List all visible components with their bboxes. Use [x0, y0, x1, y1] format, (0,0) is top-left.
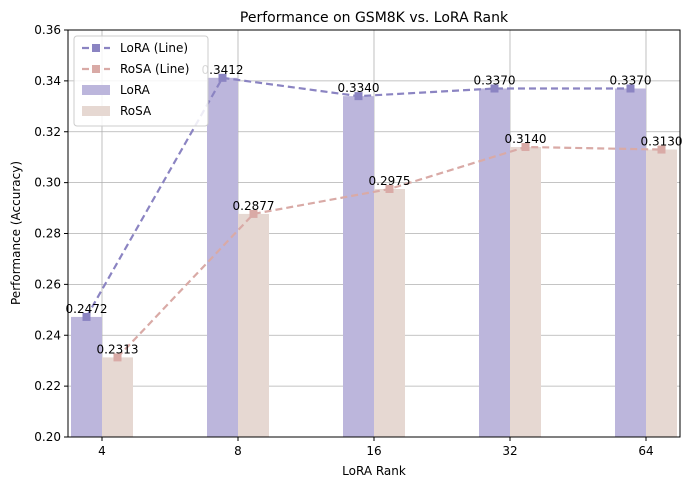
- data-label-rosa: 0.2975: [369, 174, 411, 188]
- bar-rosa: [510, 147, 541, 437]
- legend-box: [73, 35, 209, 127]
- x-ticks: 4 8 16 32 64: [98, 437, 654, 458]
- data-labels: 0.2472 0.3412 0.3340 0.3370 0.3370 0.2313 0.28…: [66, 63, 683, 357]
- y-tick-label: 0.20: [34, 430, 61, 444]
- marker-rosa: [657, 145, 666, 154]
- bar-lora: [479, 88, 510, 437]
- bar-lora: [615, 88, 646, 437]
- y-tick-label: 0.28: [34, 227, 61, 241]
- x-tick-label: 16: [366, 444, 381, 458]
- bar-rosa: [374, 188, 405, 437]
- y-tick-label: 0.26: [34, 277, 61, 291]
- y-tick-label: 0.24: [34, 328, 61, 342]
- data-label-rosa: 0.3140: [505, 132, 547, 146]
- data-label-lora: 0.2472: [66, 302, 108, 316]
- legend-label: LoRA: [120, 83, 151, 97]
- y-tick-label: 0.34: [34, 74, 61, 88]
- legend-swatch-bar: [82, 106, 110, 116]
- bar-rosa: [102, 357, 133, 437]
- y-tick-label: 0.30: [34, 176, 61, 190]
- data-label-lora: 0.3370: [474, 74, 516, 88]
- x-tick-label: 4: [98, 444, 106, 458]
- legend-label: RoSA: [120, 104, 152, 118]
- marker-rosa: [249, 209, 258, 218]
- x-tick-label: 64: [638, 444, 653, 458]
- y-ticks: 0.20 0.22 0.24 0.26 0.28 0.30 0.32 0.34 0.36: [34, 23, 68, 444]
- bar-lora: [343, 96, 374, 437]
- marker-rosa: [113, 353, 122, 362]
- marker-lora: [490, 84, 499, 93]
- x-tick-label: 32: [502, 444, 517, 458]
- data-label-lora: 0.3412: [202, 63, 244, 77]
- y-tick-label: 0.32: [34, 125, 61, 139]
- legend: LoRA (Line) RoSA (Line) LoRA RoSA: [73, 35, 209, 127]
- chart-title: Performance on GSM8K vs. LoRA Rank: [240, 10, 509, 26]
- legend-swatch-marker: [92, 65, 100, 73]
- data-label-rosa: 0.2313: [97, 342, 139, 356]
- lines: [82, 73, 666, 362]
- y-tick-label: 0.22: [34, 379, 61, 393]
- data-label-rosa: 0.2877: [233, 199, 275, 213]
- data-label-lora: 0.3370: [610, 74, 652, 88]
- data-label-lora: 0.3340: [338, 81, 380, 95]
- marker-lora: [218, 73, 227, 82]
- marker-lora: [626, 84, 635, 93]
- bar-rosa: [646, 149, 677, 437]
- marker-lora: [82, 312, 91, 321]
- legend-label: LoRA (Line): [120, 41, 188, 55]
- legend-swatch-marker: [92, 44, 100, 52]
- y-axis-label: Performance (Accuracy): [9, 161, 23, 305]
- legend-label: RoSA (Line): [120, 62, 189, 76]
- y-tick-label: 0.36: [34, 23, 61, 37]
- bar-lora: [71, 316, 102, 437]
- legend-swatch-bar: [82, 85, 110, 95]
- x-tick-label: 8: [234, 444, 242, 458]
- data-label-rosa: 0.3130: [641, 135, 683, 149]
- marker-rosa: [521, 143, 530, 152]
- marker-rosa: [385, 184, 394, 193]
- bar-rosa: [238, 213, 269, 437]
- x-axis-label: LoRA Rank: [342, 464, 406, 478]
- marker-lora: [354, 92, 363, 101]
